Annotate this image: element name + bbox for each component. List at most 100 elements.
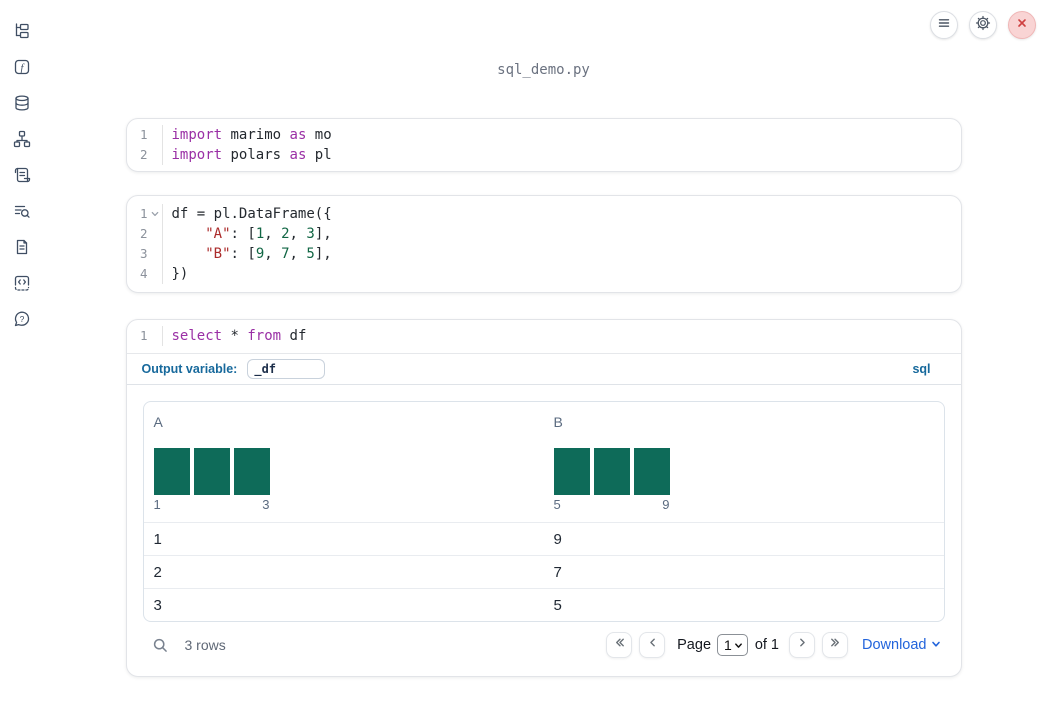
- table-footer: 3 rows: [143, 630, 945, 660]
- notebook-menu-button[interactable]: [930, 11, 958, 39]
- prev-page-button[interactable]: [639, 632, 666, 658]
- table-cell: 3: [153, 596, 162, 614]
- column-b-histogram: [553, 448, 670, 495]
- hist-max-label: 3: [262, 497, 270, 512]
- code-editor[interactable]: 1 import marimo as mo 2 import polars as pl: [127, 119, 961, 171]
- code-block-icon: [13, 274, 31, 297]
- fold-chevron-icon[interactable]: [148, 207, 162, 221]
- help-panel-button[interactable]: ?: [13, 310, 31, 333]
- code-editor[interactable]: 1 df = pl.DataFrame({2 "A": [1, 2, 3], 3 "…: [127, 196, 961, 292]
- column-b-label: B: [553, 414, 563, 430]
- search-icon[interactable]: [152, 636, 170, 654]
- output-variable-label: Output variable:: [141, 362, 238, 376]
- line-number: 1: [127, 326, 163, 346]
- variables-panel-button[interactable]: f: [13, 58, 31, 81]
- table-cell: 2: [153, 563, 162, 581]
- svg-text:?: ?: [20, 313, 25, 323]
- page-label: Page: [677, 637, 712, 653]
- snippets-panel-button[interactable]: [13, 274, 31, 297]
- chevrons-left-icon: [613, 636, 626, 654]
- dataframe-table: A 1 3 B 5 9: [142, 401, 945, 622]
- datasources-panel-button[interactable]: [13, 94, 31, 117]
- column-header-a[interactable]: A 1 3: [144, 414, 544, 512]
- pagination: Page 1 of 1: [606, 632, 940, 658]
- first-page-button[interactable]: [606, 632, 633, 658]
- shutdown-button[interactable]: [1008, 11, 1036, 39]
- page-total-label: of 1: [754, 637, 779, 653]
- line-number: 1: [127, 125, 163, 145]
- logs-panel-button[interactable]: [13, 166, 31, 189]
- notebook-actions: [930, 11, 1036, 39]
- chevron-right-icon: [796, 636, 809, 654]
- tracebacks-panel-button[interactable]: [13, 204, 31, 222]
- fold-gutter: [148, 329, 162, 343]
- line-number: 2: [127, 224, 163, 244]
- table-cell: 9: [553, 530, 562, 548]
- chevron-left-icon: [646, 636, 659, 654]
- sql-editor[interactable]: 1 select * from df: [126, 320, 961, 354]
- function-icon: f: [13, 58, 31, 81]
- table-cell: 1: [153, 530, 162, 548]
- database-icon: [13, 94, 31, 117]
- table-cell: 7: [553, 563, 562, 581]
- sql-options-row: Output variable: sql: [126, 354, 961, 385]
- network-icon: [13, 130, 31, 153]
- list-search-icon: [13, 202, 31, 225]
- histogram-bar: [553, 448, 590, 495]
- column-b-histogram-labels: 5 9: [554, 497, 670, 512]
- helper-sidebar: f: [0, 0, 44, 713]
- row-count: 3 rows: [184, 637, 226, 653]
- output-variable-input[interactable]: [247, 359, 326, 379]
- file-tree-icon: [13, 22, 31, 45]
- download-button[interactable]: Download: [862, 637, 941, 653]
- fold-gutter: [148, 267, 162, 281]
- line-number: 1: [127, 204, 163, 224]
- page-select[interactable]: 1: [717, 634, 748, 656]
- close-icon: [1015, 16, 1029, 35]
- histogram-bar: [633, 448, 670, 495]
- fold-gutter: [148, 227, 162, 241]
- notebook-canvas: sql_demo.py 1 import marimo as mo 2 import …: [44, 0, 1043, 713]
- code-text: import polars as pl: [171, 147, 332, 163]
- column-a-histogram-labels: 1 3: [154, 497, 270, 512]
- document-icon: [13, 238, 31, 261]
- help-bubble-icon: ?: [13, 310, 31, 333]
- notebook-filename: sql_demo.py: [497, 62, 590, 78]
- chevron-down-icon: [931, 637, 941, 653]
- chevron-down-icon: [732, 637, 743, 653]
- column-a-label: A: [153, 414, 163, 430]
- file-explorer-panel-button[interactable]: [13, 22, 31, 45]
- line-number: 2: [127, 145, 163, 165]
- fold-gutter: [148, 128, 162, 142]
- line-number: 3: [127, 244, 163, 264]
- histogram-bar: [193, 448, 230, 495]
- next-page-button[interactable]: [789, 632, 815, 658]
- documentation-panel-button[interactable]: [13, 238, 31, 261]
- code-cell-dataframe: 1 df = pl.DataFrame({2 "A": [1, 2, 3], 3 "…: [125, 195, 962, 293]
- histogram-bar: [593, 448, 630, 495]
- hamburger-icon: [936, 15, 952, 36]
- last-page-button[interactable]: [822, 632, 848, 658]
- gear-icon: [975, 15, 991, 36]
- table-cell: 5: [553, 596, 562, 614]
- dependency-graph-panel-button[interactable]: [13, 130, 31, 153]
- code-text: select * from df: [171, 328, 307, 344]
- hist-min-label: 1: [153, 497, 161, 512]
- code-text: }): [171, 266, 189, 282]
- code-text: import marimo as mo: [171, 127, 332, 143]
- scroll-icon: [13, 166, 31, 189]
- code-text: "A": [1, 2, 3],: [205, 226, 332, 242]
- chevrons-right-icon: [829, 636, 842, 654]
- line-number: 4: [127, 264, 163, 284]
- histogram-bar: [153, 448, 190, 495]
- cell-output: A 1 3 B 5 9: [127, 385, 961, 676]
- code-text: df = pl.DataFrame({: [171, 206, 332, 222]
- column-header-b[interactable]: B 5 9: [544, 414, 944, 512]
- column-a-histogram: [153, 448, 270, 495]
- download-label: Download: [862, 637, 927, 653]
- settings-button[interactable]: [969, 11, 997, 39]
